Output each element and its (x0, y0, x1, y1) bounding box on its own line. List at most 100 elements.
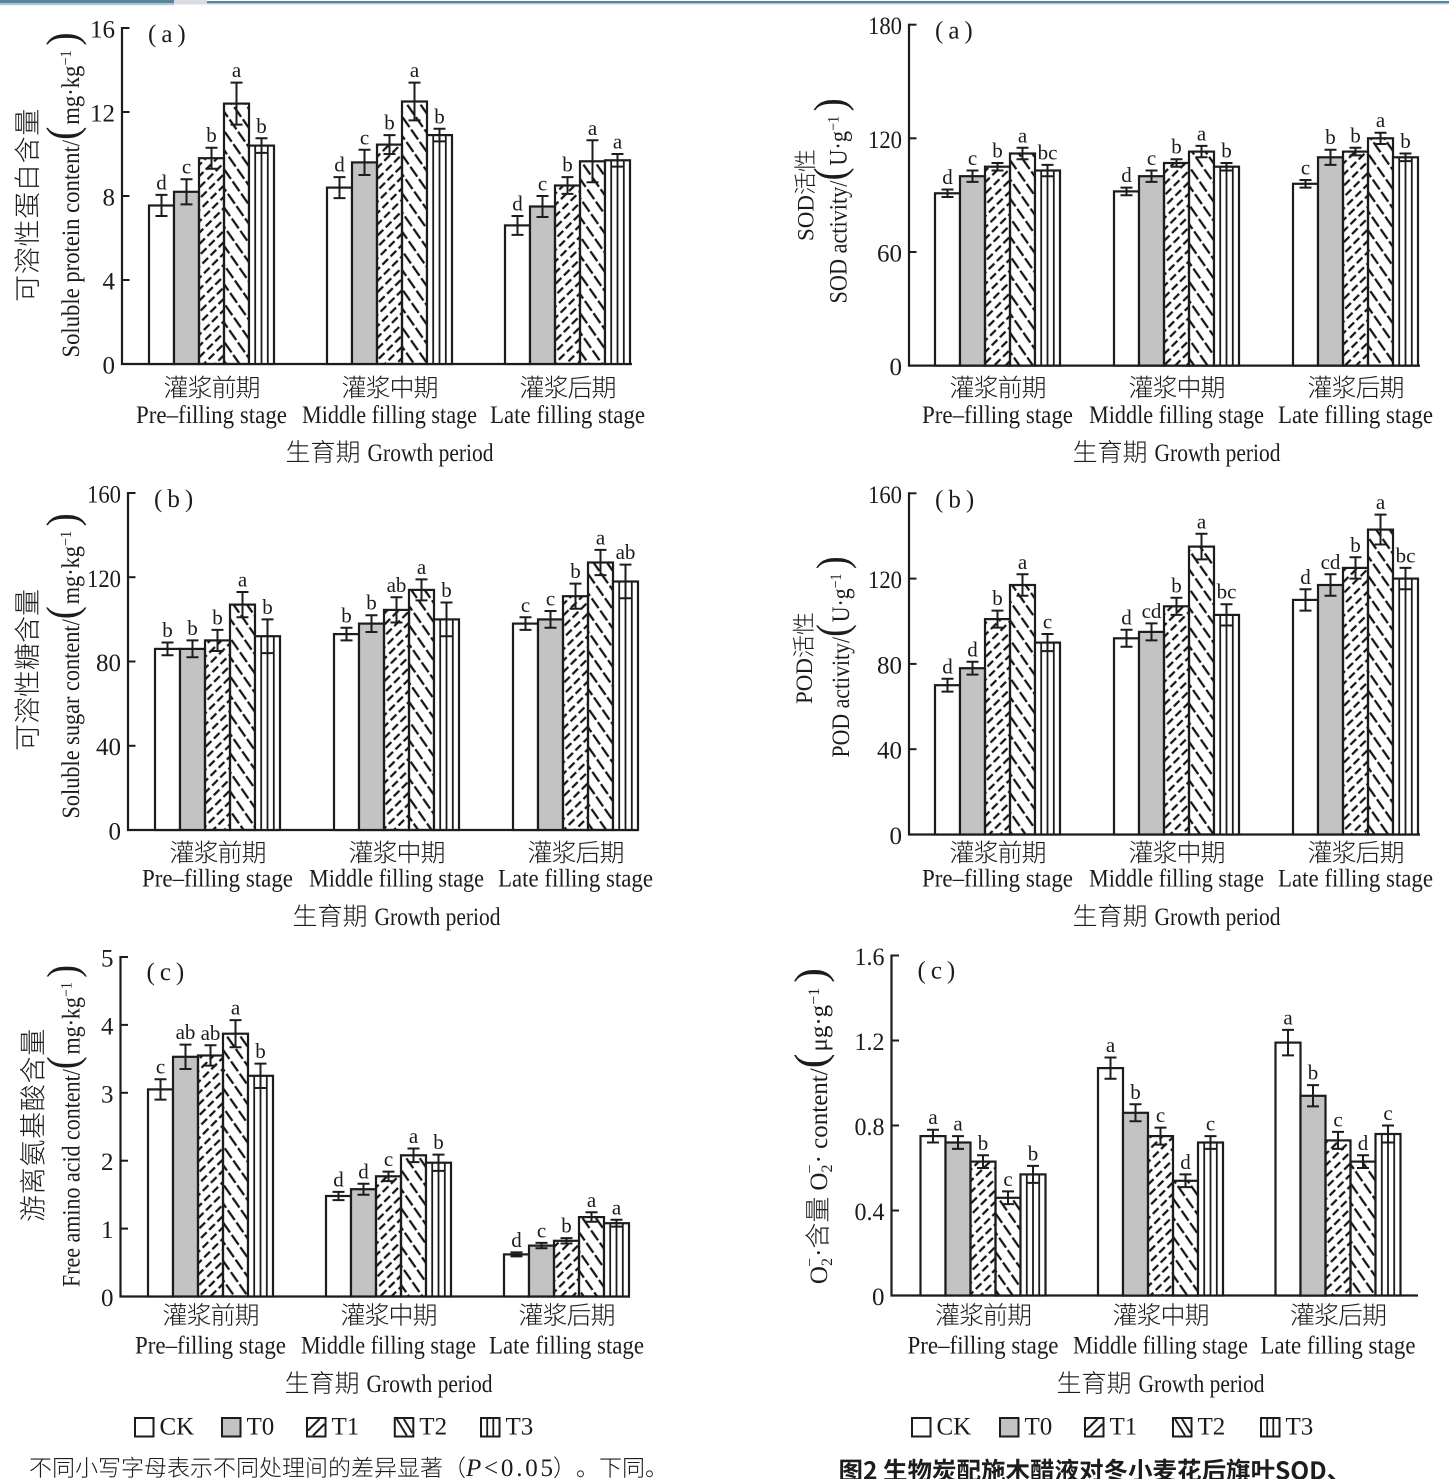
svg-text:c: c (968, 146, 977, 170)
svg-text:2: 2 (101, 1149, 114, 1176)
svg-text:b: b (384, 111, 395, 135)
svg-text:Growth period: Growth period (375, 904, 501, 931)
svg-text:cd: cd (1142, 599, 1162, 623)
svg-text:Growth period: Growth period (1139, 1371, 1265, 1398)
svg-text:b: b (162, 618, 173, 642)
svg-text:b: b (992, 586, 1003, 610)
svg-text:0: 0 (109, 819, 122, 846)
svg-text:T3: T3 (1286, 1414, 1314, 1441)
svg-text:Soluble protein content/( mg·k: Soluble protein content/( mg·kg−1 ) (38, 30, 87, 357)
svg-text:160: 160 (87, 482, 121, 509)
svg-text:a: a (588, 116, 598, 140)
svg-text:b: b (561, 1214, 572, 1238)
svg-text:b: b (1028, 1141, 1039, 1165)
svg-text:40: 40 (96, 734, 121, 761)
svg-text:0: 0 (890, 823, 903, 850)
svg-text:Free amino acid content/( mg·k: Free amino acid content/( mg·kg−1 ) (39, 963, 88, 1287)
svg-text:b: b (992, 139, 1003, 163)
svg-text:Middle filling stage: Middle filling stage (1089, 402, 1264, 429)
svg-text:ab: ab (387, 573, 407, 597)
svg-text:c: c (384, 1147, 393, 1171)
svg-text:1.2: 1.2 (855, 1029, 885, 1056)
svg-text:CK: CK (160, 1414, 195, 1441)
svg-text:d: d (156, 170, 167, 194)
svg-text:b: b (1171, 573, 1182, 597)
svg-text:( a ): ( a ) (935, 18, 973, 45)
svg-text:a: a (1197, 121, 1207, 145)
svg-text:d: d (1121, 163, 1132, 187)
svg-text:b: b (1171, 135, 1182, 159)
svg-text:T1: T1 (332, 1414, 360, 1441)
svg-text:80: 80 (877, 652, 902, 679)
svg-text:d: d (512, 192, 523, 216)
svg-text:1: 1 (101, 1217, 114, 1244)
svg-text:16: 16 (90, 17, 115, 44)
svg-text:T2: T2 (419, 1414, 447, 1441)
svg-text:180: 180 (868, 13, 902, 40)
svg-text:a: a (1376, 490, 1386, 514)
svg-text:a: a (1376, 108, 1386, 132)
svg-text:a: a (417, 555, 427, 579)
svg-text:a: a (410, 58, 420, 82)
svg-text:a: a (232, 58, 242, 82)
svg-text:b: b (1325, 125, 1336, 149)
svg-text:c: c (1206, 1112, 1215, 1136)
svg-text:Late filling stage: Late filling stage (489, 1333, 644, 1360)
svg-text:a: a (612, 1195, 622, 1219)
svg-text:d: d (358, 1159, 369, 1183)
svg-text:d: d (1358, 1131, 1369, 1155)
svg-text:( c ): ( c ) (147, 959, 185, 986)
svg-text:c: c (1333, 1107, 1342, 1131)
svg-text:Growth period: Growth period (1155, 440, 1281, 467)
svg-text:80: 80 (96, 650, 121, 677)
svg-text:( b ): ( b ) (935, 486, 974, 513)
svg-text:d: d (333, 1167, 344, 1191)
svg-text:c: c (360, 125, 369, 149)
svg-text:8: 8 (103, 185, 116, 212)
svg-text:120: 120 (868, 567, 902, 594)
svg-text:T0: T0 (1025, 1414, 1053, 1441)
svg-text:0.4: 0.4 (855, 1199, 885, 1226)
svg-text:O2−· content/( μg·g−1 ): O2−· content/( μg·g−1 ) (786, 966, 836, 1191)
svg-text:b: b (1130, 1080, 1141, 1104)
svg-text:c: c (538, 172, 547, 196)
svg-text:Middle filling stage: Middle filling stage (302, 402, 477, 429)
svg-text:a: a (1018, 123, 1028, 147)
svg-text:Pre–filling stage: Pre–filling stage (142, 866, 293, 893)
svg-text:SOD: SOD (794, 195, 819, 241)
svg-text:b: b (206, 123, 217, 147)
svg-text:T0: T0 (247, 1414, 275, 1441)
svg-text:bc: bc (1217, 580, 1237, 604)
svg-text:5: 5 (101, 946, 114, 973)
svg-text:c: c (156, 1055, 165, 1079)
svg-text:c: c (1156, 1103, 1165, 1127)
svg-text:T3: T3 (506, 1414, 534, 1441)
svg-text:a: a (231, 996, 241, 1020)
svg-text:a: a (238, 568, 248, 592)
svg-text:b: b (212, 605, 223, 629)
svg-text:ab: ab (201, 1021, 221, 1045)
svg-text:Pre–filling stage: Pre–filling stage (136, 402, 287, 429)
svg-text:a: a (613, 130, 623, 154)
svg-text:b: b (441, 578, 452, 602)
svg-text:d: d (1180, 1150, 1191, 1174)
svg-text:Soluble sugar content/( mg·kg−: Soluble sugar content/( mg·kg−1 ) (38, 511, 87, 818)
svg-text:cd: cd (1321, 550, 1341, 574)
svg-text:Pre–filling stage: Pre–filling stage (908, 1333, 1059, 1360)
svg-text:Pre–filling stage: Pre–filling stage (922, 866, 1073, 893)
svg-text:Pre–filling stage: Pre–filling stage (922, 402, 1073, 429)
svg-text:Growth period: Growth period (367, 1371, 493, 1398)
svg-text:4: 4 (103, 269, 116, 296)
svg-text:b: b (562, 153, 573, 177)
svg-text:12: 12 (90, 101, 115, 128)
svg-text:b: b (366, 591, 377, 615)
svg-text:0: 0 (872, 1284, 885, 1311)
svg-text:a: a (409, 1124, 419, 1148)
svg-text:( b ): ( b ) (154, 486, 193, 513)
svg-text:3: 3 (101, 1081, 114, 1108)
svg-text:Late filling stage: Late filling stage (1278, 866, 1433, 893)
svg-text:d: d (334, 153, 345, 177)
svg-text:b: b (187, 616, 198, 640)
svg-text:Late filling stage: Late filling stage (490, 402, 645, 429)
svg-text:T2: T2 (1198, 1414, 1226, 1441)
